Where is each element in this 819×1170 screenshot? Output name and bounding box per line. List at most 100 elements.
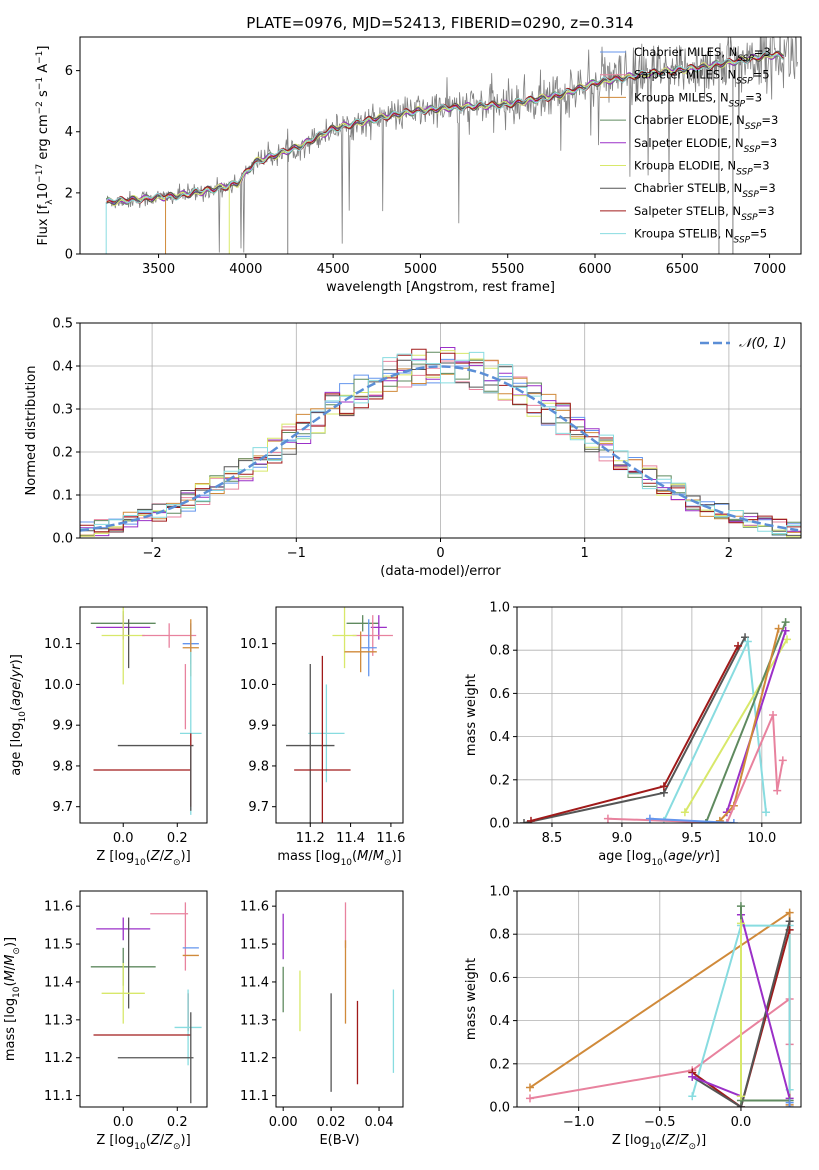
y-tick-label: 11.2 (44, 1051, 73, 1066)
y-tick-label: 9.8 (248, 759, 269, 774)
legend-label: Kroupa STELIB, NSSP=5 (634, 227, 767, 246)
errorbar-point (344, 631, 377, 673)
model-spectrum-9 (105, 51, 784, 204)
y-tick-label: 0.8 (489, 644, 510, 659)
errorbar-point (101, 963, 145, 1024)
y-tick-label: 0.6 (489, 687, 510, 702)
x-tick-label: 11.6 (376, 831, 405, 846)
errorbar-point (332, 607, 357, 669)
x-tick-label: −1.0 (563, 1115, 595, 1130)
y-tick-label: 11.3 (240, 1013, 269, 1028)
weight-marker (722, 819, 731, 823)
plot-area (282, 902, 395, 1092)
y-axis-label: age [log10(age/yr)] (9, 654, 28, 776)
weight-marker (525, 1083, 534, 1092)
weight-marker (659, 782, 668, 791)
errorbar-point (174, 989, 202, 1066)
errorbar-point (346, 615, 379, 632)
plot-area (105, 37, 798, 254)
x-axis-label: age [log10(age/yr)] (598, 849, 720, 868)
plot-area (286, 607, 393, 823)
x-tick-label: 0.02 (317, 1115, 346, 1130)
x-tick-label: 5000 (404, 262, 437, 277)
x-tick-label: 0.04 (365, 1115, 394, 1130)
weight-series-4 (684, 638, 788, 813)
axes-frame (275, 606, 404, 824)
x-tick-label: 2 (725, 546, 733, 561)
panel-weight-vs-Z: −1.0 −0.5 0.0 0.0 0.2 0.4 0.6 0.8 1.0 Z [log10(Z/… (464, 885, 802, 1152)
x-tick-label: 0.0 (113, 831, 134, 846)
weight-marker (680, 808, 689, 817)
y-tick-label: 11.6 (44, 900, 73, 915)
legend-label: 𝒩(0, 1) (739, 336, 786, 351)
axes-frame (79, 36, 802, 255)
axes-frame (79, 890, 208, 1108)
legend-label: Kroupa ELODIE, NSSP=3 (634, 159, 770, 178)
y-tick-label: 0.4 (52, 360, 73, 375)
weight-series-9 (649, 817, 734, 823)
y-tick-label: 11.6 (240, 900, 269, 915)
x-tick-label: 3500 (142, 262, 175, 277)
errorbar-point (294, 655, 351, 823)
y-tick-label: 0.2 (489, 1057, 510, 1072)
x-tick-label: 0.2 (167, 1115, 188, 1130)
y-tick-label: 10.0 (240, 678, 269, 693)
x-axis-label: (data-model)/error (380, 564, 501, 579)
weight-series-3 (691, 924, 791, 1097)
weight-marker (773, 786, 782, 795)
plot-area (80, 347, 801, 538)
spectrum-legend: Chabrier MILES, NSSP=3 Salpeter MILES, NS… (600, 45, 778, 246)
y-tick-label: 2 (65, 186, 73, 201)
y-axis-label: mass [log10(M/M⊙)] (3, 937, 22, 1061)
weight-series-5 (691, 920, 791, 1107)
plot-area (90, 607, 202, 815)
y-tick-label: 11.4 (240, 975, 269, 990)
weight-marker (741, 633, 750, 642)
x-axis-label: mass [log10(M/M⊙)] (277, 849, 401, 868)
weight-marker (743, 637, 752, 646)
x-axis-label: wavelength [Angstrom, rest frame] (326, 280, 555, 295)
y-tick-label: 1.0 (489, 601, 510, 616)
model-spectrum-6 (106, 51, 784, 207)
weight-marker (783, 635, 792, 644)
y-tick-label: 0.5 (52, 317, 73, 332)
weight-marker (736, 919, 745, 928)
legend-label: Chabrier ELODIE, NSSP=3 (634, 113, 778, 132)
panel-residuals: −2 −1 0 1 2 0.0 0.1 0.2 0.3 0.4 0.5 𝒩(0, 1) (data-mo… (24, 317, 802, 579)
y-tick-label: 11.1 (240, 1089, 269, 1104)
weight-marker (736, 902, 745, 911)
y-tick-label: 9.9 (52, 719, 73, 734)
y-axis-label: Flux [fλ10−17 erg cm−2 s−1 A−1] (35, 46, 55, 246)
weight-marker (603, 814, 612, 823)
weight-marker (781, 618, 790, 627)
errorbar-point (360, 619, 377, 677)
x-tick-label: 9.5 (682, 831, 703, 846)
panels: 3500 4000 4500 5000 5500 6000 6500 7000 0 2 4 6 Chab… (3, 36, 802, 1152)
y-tick-label: 9.9 (248, 719, 269, 734)
panel-age-vs-Z: 0.0 0.2 9.7 9.8 9.9 10.0 10.1 Z [log10(Z/Z⊙)] ag… (9, 606, 208, 868)
figure-title: PLATE=0976, MJD=52413, FIBERID=0290, z=0… (246, 14, 633, 32)
x-tick-label: −2 (143, 546, 162, 561)
y-tick-label: 1.0 (489, 885, 510, 900)
x-axis-label: Z [log10(Z/Z⊙)] (96, 1133, 190, 1152)
panel-mass-vs-ebv: 0.00 0.02 0.04 11.1 11.2 11.3 11.4 11.5 11.6 E(B-… (240, 890, 404, 1148)
errorbar-point (286, 664, 335, 823)
y-tick-label: 11.1 (44, 1089, 73, 1104)
weight-marker (688, 1072, 697, 1081)
weight-marker (525, 1094, 534, 1103)
y-axis-label: mass weight (464, 674, 479, 756)
y-tick-label: 6 (65, 64, 73, 79)
y-tick-label: 10.1 (44, 637, 73, 652)
y-tick-label: 4 (65, 125, 73, 140)
x-tick-label: −1 (287, 546, 306, 561)
x-tick-label: 0.00 (269, 1115, 298, 1130)
y-tick-label: 0.2 (52, 446, 73, 461)
axes-frame (516, 890, 802, 1108)
axes-frame (516, 606, 802, 824)
y-tick-label: 0.1 (52, 489, 73, 504)
weight-marker (785, 1103, 794, 1107)
x-tick-label: 6000 (578, 262, 611, 277)
x-tick-label: 5500 (491, 262, 524, 277)
errorbar-point (101, 607, 145, 685)
